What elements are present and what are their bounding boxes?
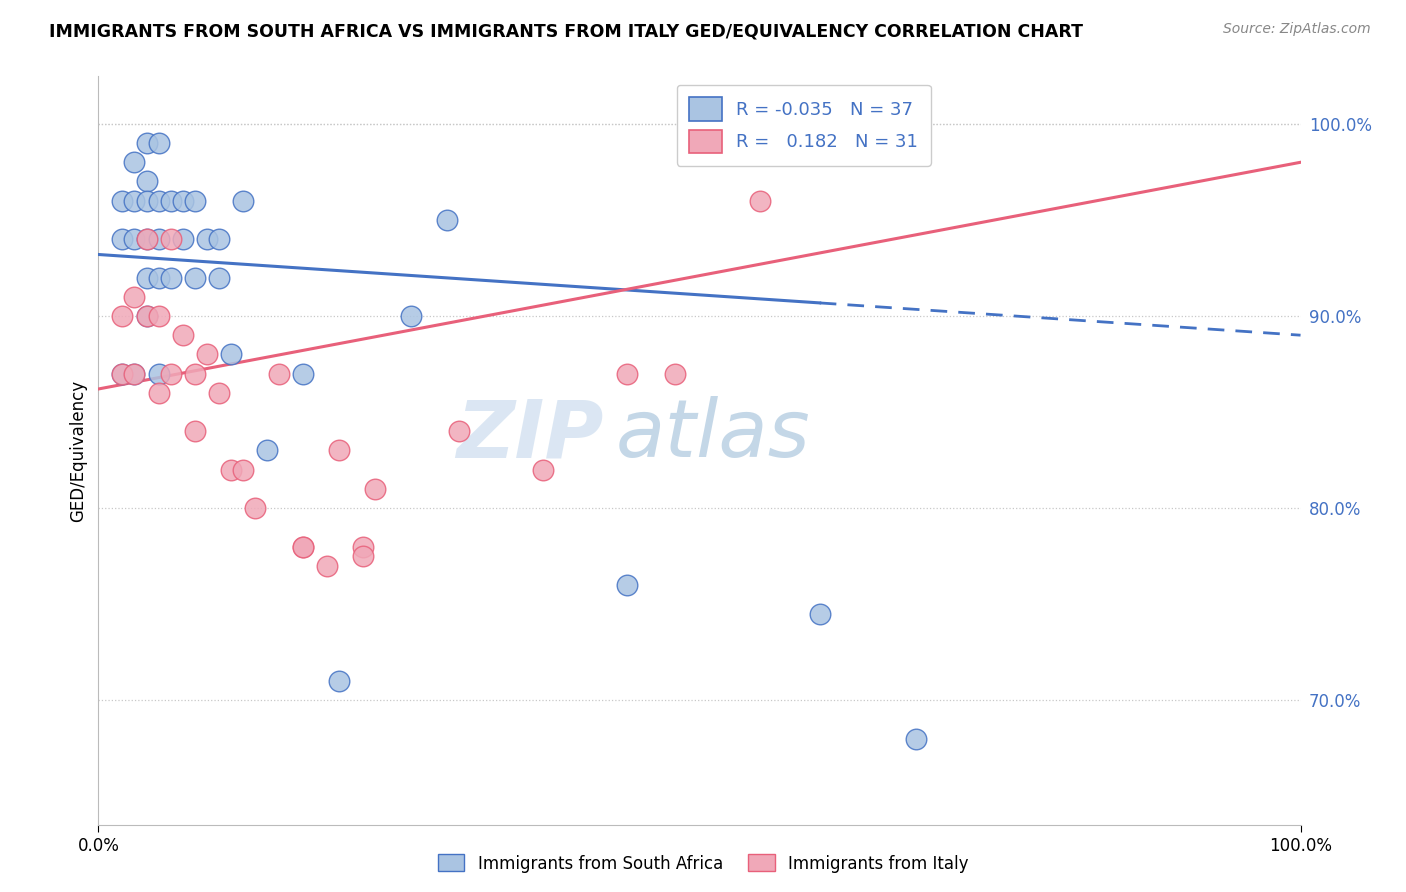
Point bbox=[195, 232, 218, 246]
Point bbox=[148, 194, 170, 208]
Point bbox=[183, 270, 205, 285]
Point bbox=[111, 194, 134, 208]
Legend: Immigrants from South Africa, Immigrants from Italy: Immigrants from South Africa, Immigrants… bbox=[432, 847, 974, 880]
Point bbox=[148, 136, 170, 150]
Point bbox=[148, 309, 170, 323]
Point bbox=[111, 367, 134, 381]
Point bbox=[135, 232, 157, 246]
Text: atlas: atlas bbox=[616, 396, 810, 475]
Point bbox=[195, 347, 218, 361]
Point bbox=[291, 367, 314, 381]
Point bbox=[148, 232, 170, 246]
Point bbox=[124, 232, 146, 246]
Point bbox=[616, 578, 638, 592]
Text: IMMIGRANTS FROM SOUTH AFRICA VS IMMIGRANTS FROM ITALY GED/EQUIVALENCY CORRELATIO: IMMIGRANTS FROM SOUTH AFRICA VS IMMIGRAN… bbox=[49, 22, 1083, 40]
Point bbox=[328, 673, 350, 688]
Point bbox=[124, 367, 146, 381]
Point bbox=[111, 232, 134, 246]
Point bbox=[111, 367, 134, 381]
Point bbox=[135, 194, 157, 208]
Point bbox=[256, 443, 278, 458]
Text: Source: ZipAtlas.com: Source: ZipAtlas.com bbox=[1223, 22, 1371, 37]
Point bbox=[352, 549, 374, 563]
Point bbox=[183, 194, 205, 208]
Point bbox=[243, 501, 266, 516]
Point bbox=[135, 309, 157, 323]
Point bbox=[159, 270, 181, 285]
Point bbox=[148, 385, 170, 400]
Point bbox=[159, 194, 181, 208]
Point bbox=[352, 540, 374, 554]
Point bbox=[172, 194, 194, 208]
Point bbox=[183, 424, 205, 438]
Point bbox=[315, 558, 337, 573]
Point bbox=[208, 270, 231, 285]
Point bbox=[148, 270, 170, 285]
Point bbox=[148, 367, 170, 381]
Point bbox=[183, 367, 205, 381]
Point bbox=[232, 463, 254, 477]
Point bbox=[135, 232, 157, 246]
Point bbox=[135, 309, 157, 323]
Point bbox=[291, 540, 314, 554]
Point bbox=[111, 309, 134, 323]
Point bbox=[208, 232, 231, 246]
Point bbox=[436, 213, 458, 227]
Legend: R = -0.035   N = 37, R =   0.182   N = 31: R = -0.035 N = 37, R = 0.182 N = 31 bbox=[676, 85, 931, 166]
Point bbox=[124, 194, 146, 208]
Point bbox=[124, 367, 146, 381]
Point bbox=[291, 540, 314, 554]
Point bbox=[135, 136, 157, 150]
Point bbox=[124, 155, 146, 169]
Text: ZIP: ZIP bbox=[456, 396, 603, 475]
Point bbox=[748, 194, 770, 208]
Point bbox=[172, 232, 194, 246]
Point bbox=[364, 482, 387, 496]
Point bbox=[808, 607, 831, 621]
Point bbox=[904, 731, 927, 746]
Point bbox=[159, 367, 181, 381]
Point bbox=[208, 385, 231, 400]
Point bbox=[267, 367, 290, 381]
Point bbox=[531, 463, 554, 477]
Point bbox=[219, 463, 242, 477]
Point bbox=[664, 367, 686, 381]
Point bbox=[399, 309, 422, 323]
Point bbox=[232, 194, 254, 208]
Point bbox=[135, 174, 157, 188]
Point bbox=[616, 367, 638, 381]
Point bbox=[124, 290, 146, 304]
Point bbox=[159, 232, 181, 246]
Y-axis label: GED/Equivalency: GED/Equivalency bbox=[69, 379, 87, 522]
Point bbox=[219, 347, 242, 361]
Point bbox=[172, 328, 194, 343]
Point bbox=[135, 270, 157, 285]
Point bbox=[447, 424, 470, 438]
Point bbox=[328, 443, 350, 458]
